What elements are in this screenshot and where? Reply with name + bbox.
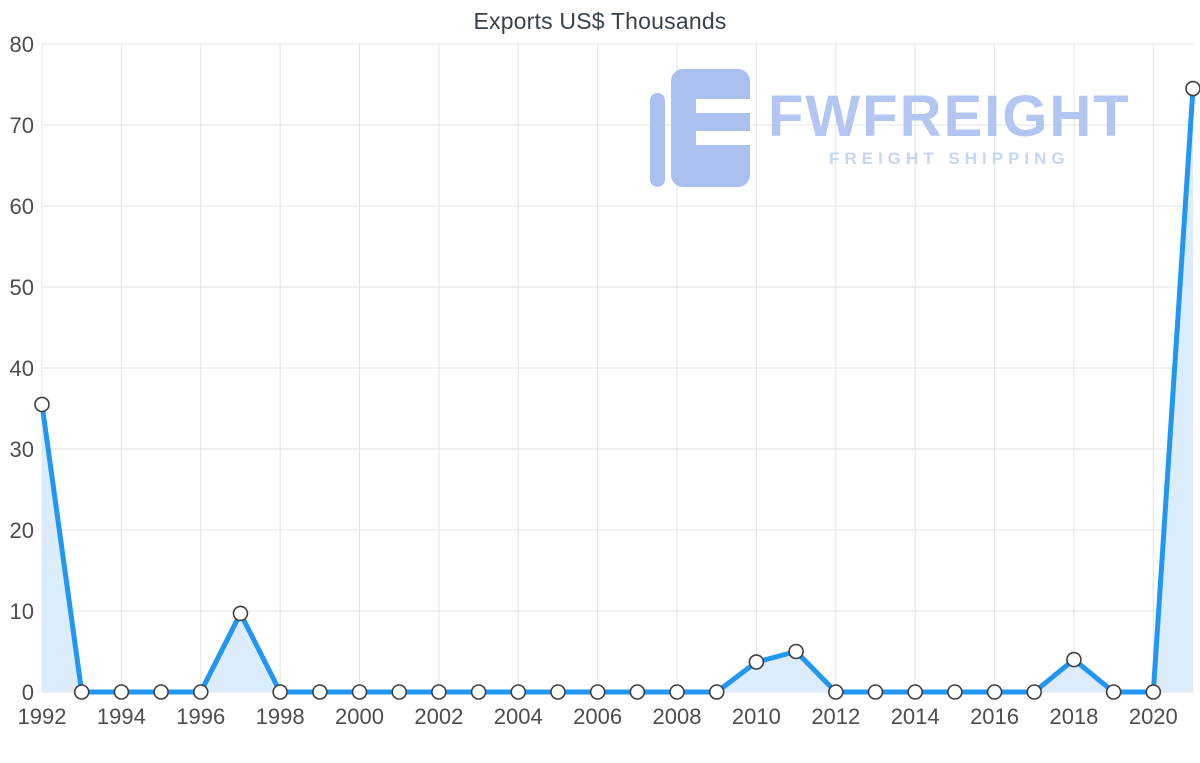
data-point[interactable] <box>986 684 1003 700</box>
data-point[interactable] <box>272 684 288 700</box>
data-point[interactable] <box>1066 651 1082 668</box>
series-area-fill <box>42 88 1193 693</box>
series-line <box>39 86 1196 695</box>
data-point[interactable] <box>391 684 408 700</box>
x-tick-label: 2014 <box>891 704 940 729</box>
x-tick-label: 1996 <box>176 704 225 729</box>
data-point[interactable] <box>669 684 685 700</box>
x-tick-label: 1994 <box>97 704 146 729</box>
x-tick-label: 2006 <box>573 704 622 729</box>
data-point[interactable] <box>708 684 725 700</box>
x-tick-label: 2000 <box>335 704 384 729</box>
data-point[interactable] <box>788 643 804 660</box>
data-point[interactable] <box>907 684 923 700</box>
data-point[interactable] <box>351 684 368 700</box>
data-point[interactable] <box>589 684 606 700</box>
y-tick-label: 20 <box>10 518 34 543</box>
data-point[interactable] <box>550 684 566 700</box>
data-point[interactable] <box>192 684 209 700</box>
x-tick-label: 1992 <box>18 704 67 729</box>
x-tick-label: 1998 <box>256 704 305 729</box>
data-point[interactable] <box>1105 684 1122 700</box>
x-tick-label: 2020 <box>1129 704 1178 729</box>
y-tick-label: 0 <box>22 680 34 705</box>
data-point[interactable] <box>34 396 50 413</box>
data-point[interactable] <box>1026 684 1043 700</box>
data-point[interactable] <box>1145 684 1162 700</box>
data-point[interactable] <box>73 684 90 700</box>
data-point[interactable] <box>748 654 765 670</box>
data-point[interactable] <box>153 684 169 700</box>
data-point[interactable] <box>312 684 328 700</box>
data-point[interactable] <box>827 684 844 700</box>
x-tick-label: 2016 <box>970 704 1019 729</box>
y-tick-label: 30 <box>10 437 34 462</box>
x-tick-label: 2008 <box>653 704 702 729</box>
y-tick-label: 10 <box>10 599 34 624</box>
chart-title: Exports US$ Thousands <box>473 8 727 34</box>
data-point[interactable] <box>629 684 646 700</box>
y-tick-label: 40 <box>10 356 34 381</box>
data-point[interactable] <box>431 684 447 700</box>
x-tick-label: 2004 <box>494 704 543 729</box>
x-tick-label: 2012 <box>811 704 860 729</box>
y-tick-label: 70 <box>10 113 34 138</box>
data-point[interactable] <box>1185 80 1200 97</box>
data-point[interactable] <box>113 684 130 700</box>
data-point[interactable] <box>470 684 487 700</box>
y-tick-label: 80 <box>10 32 34 57</box>
data-point[interactable] <box>232 605 249 622</box>
x-tick-label: 2002 <box>414 704 463 729</box>
x-tick-label: 2018 <box>1049 704 1098 729</box>
y-tick-label: 60 <box>10 194 34 219</box>
data-point[interactable] <box>947 684 963 700</box>
data-point[interactable] <box>510 684 527 700</box>
y-tick-label: 50 <box>10 275 34 300</box>
data-point[interactable] <box>867 684 884 700</box>
x-tick-label: 2010 <box>732 704 781 729</box>
